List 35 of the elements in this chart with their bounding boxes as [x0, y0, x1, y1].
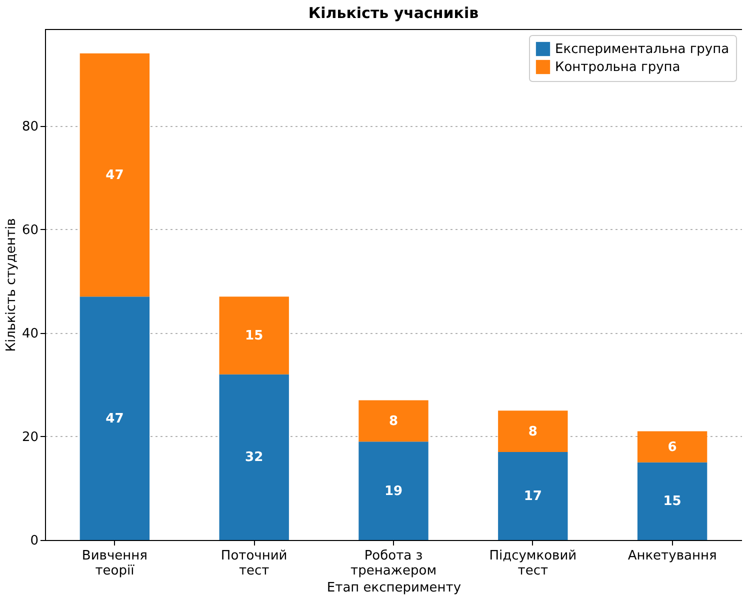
x-tick-label: Робота з тренажером: [350, 548, 437, 578]
legend-label: Контрольна група: [555, 60, 680, 75]
x-tick-label: Підсумковий тест: [489, 548, 577, 578]
legend-label: Експериментальна група: [555, 42, 730, 57]
bar: [358, 400, 428, 442]
data-label: 6: [668, 440, 677, 455]
bar: [219, 296, 289, 374]
y-axis-title: Кількість студентів: [4, 218, 19, 352]
data-label: 8: [388, 414, 398, 429]
data-label: 8: [528, 424, 538, 440]
x-tick-label: Поточний тест: [220, 548, 288, 578]
bar: [498, 410, 568, 452]
y-tick-label: 60: [22, 222, 38, 238]
y-tick-label: 0: [30, 534, 38, 548]
x-tick-label: Анкетування: [628, 548, 717, 564]
data-label: 19: [384, 484, 403, 499]
data-label: 15: [245, 328, 264, 344]
bar: [80, 53, 150, 297]
data-label: 17: [524, 488, 542, 504]
bar: [498, 452, 568, 540]
y-tick-label: 80: [22, 119, 38, 134]
data-label: 32: [245, 450, 264, 466]
data-label: 47: [106, 411, 124, 426]
x-tick-label: Вивчення теорії: [82, 548, 148, 578]
bar: [637, 431, 708, 462]
bar: [358, 442, 428, 540]
data-label: 15: [663, 494, 682, 510]
data-label: 47: [106, 168, 124, 183]
bar: [219, 374, 289, 540]
y-tick-label: 20: [22, 430, 38, 445]
chart-title: Кількість учасників: [308, 4, 479, 22]
x-axis-title: Етап експерименту: [326, 580, 462, 596]
y-tick-label: 40: [22, 326, 38, 342]
bar: [80, 296, 150, 540]
bar: [637, 462, 708, 540]
